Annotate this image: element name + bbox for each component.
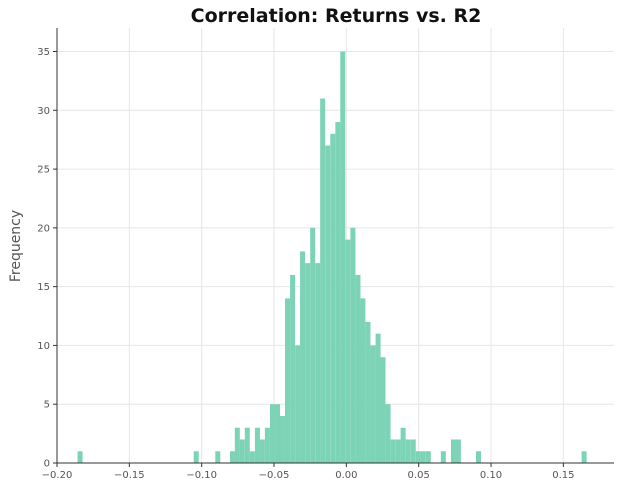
histogram-bar — [415, 451, 421, 463]
histogram-bar — [355, 274, 361, 463]
y-tick-label: 0 — [44, 459, 50, 470]
histogram-bar — [300, 251, 306, 463]
histogram-bar — [234, 427, 240, 463]
histogram-bar — [420, 451, 426, 463]
histogram-bar — [264, 427, 270, 463]
histogram-bar — [360, 298, 366, 463]
histogram-bar — [385, 404, 391, 463]
axis-ticks: −0.20 −0.15 −0.10 −0.05 0.00 0.05 0.10 0.15 0 5 10… — [37, 47, 574, 481]
histogram-bar — [375, 333, 381, 463]
histogram-bar — [380, 357, 386, 463]
y-axis-label: Frequency — [8, 210, 24, 282]
histogram-bar — [450, 439, 456, 463]
histogram-bar — [215, 451, 221, 463]
x-tick-label: −0.05 — [259, 470, 290, 481]
x-tick-label: 0.00 — [335, 470, 357, 481]
histogram-bar — [405, 439, 411, 463]
x-tick-label: 0.15 — [552, 470, 574, 481]
histogram-bar — [395, 439, 401, 463]
histogram-bar — [259, 439, 265, 463]
histogram-bar — [365, 321, 371, 463]
y-tick-label: 30 — [37, 106, 50, 117]
histogram-bar — [193, 451, 199, 463]
histogram-bar — [455, 439, 461, 463]
y-tick-label: 10 — [37, 341, 50, 352]
histogram-bar — [581, 451, 587, 463]
histogram-bar — [410, 439, 416, 463]
histogram-bar — [350, 227, 356, 463]
histogram-bar — [230, 451, 236, 463]
histogram-bar — [249, 451, 255, 463]
x-tick-label: 0.05 — [408, 470, 430, 481]
histogram-bar — [325, 145, 331, 463]
histogram-bar — [295, 345, 301, 463]
histogram-bar — [305, 263, 311, 463]
histogram-bar — [77, 451, 83, 463]
x-tick-label: −0.15 — [114, 470, 145, 481]
histogram-bar — [440, 451, 446, 463]
y-tick-label: 35 — [37, 47, 50, 58]
x-tick-label: 0.10 — [480, 470, 502, 481]
histogram-bars — [77, 51, 587, 464]
histogram-bar — [400, 427, 406, 463]
histogram-bar — [275, 404, 281, 463]
histogram-bar — [330, 133, 336, 464]
histogram-bar — [475, 451, 481, 463]
histogram-bar — [269, 404, 275, 463]
histogram-bar — [320, 98, 326, 464]
y-tick-label: 25 — [37, 165, 50, 176]
histogram-bar — [425, 451, 431, 463]
histogram-bar — [290, 274, 296, 463]
histogram-bar — [315, 263, 321, 463]
histogram-bar — [335, 122, 341, 464]
histogram-bar — [285, 298, 291, 463]
histogram-bar — [340, 51, 346, 463]
y-tick-label: 15 — [37, 282, 50, 293]
histogram-bar — [239, 439, 245, 463]
histogram-bar — [345, 239, 351, 463]
histogram-bar — [370, 345, 376, 463]
histogram-bar — [244, 427, 250, 463]
histogram-bar — [310, 227, 316, 463]
x-tick-label: −0.10 — [186, 470, 217, 481]
histogram-bar — [254, 427, 260, 463]
x-tick-label: −0.20 — [42, 470, 73, 481]
histogram-bar — [279, 415, 285, 463]
y-tick-label: 5 — [44, 400, 50, 411]
chart-title: Correlation: Returns vs. R2 — [191, 5, 482, 27]
y-tick-label: 20 — [37, 223, 50, 234]
histogram-bar — [390, 439, 396, 463]
